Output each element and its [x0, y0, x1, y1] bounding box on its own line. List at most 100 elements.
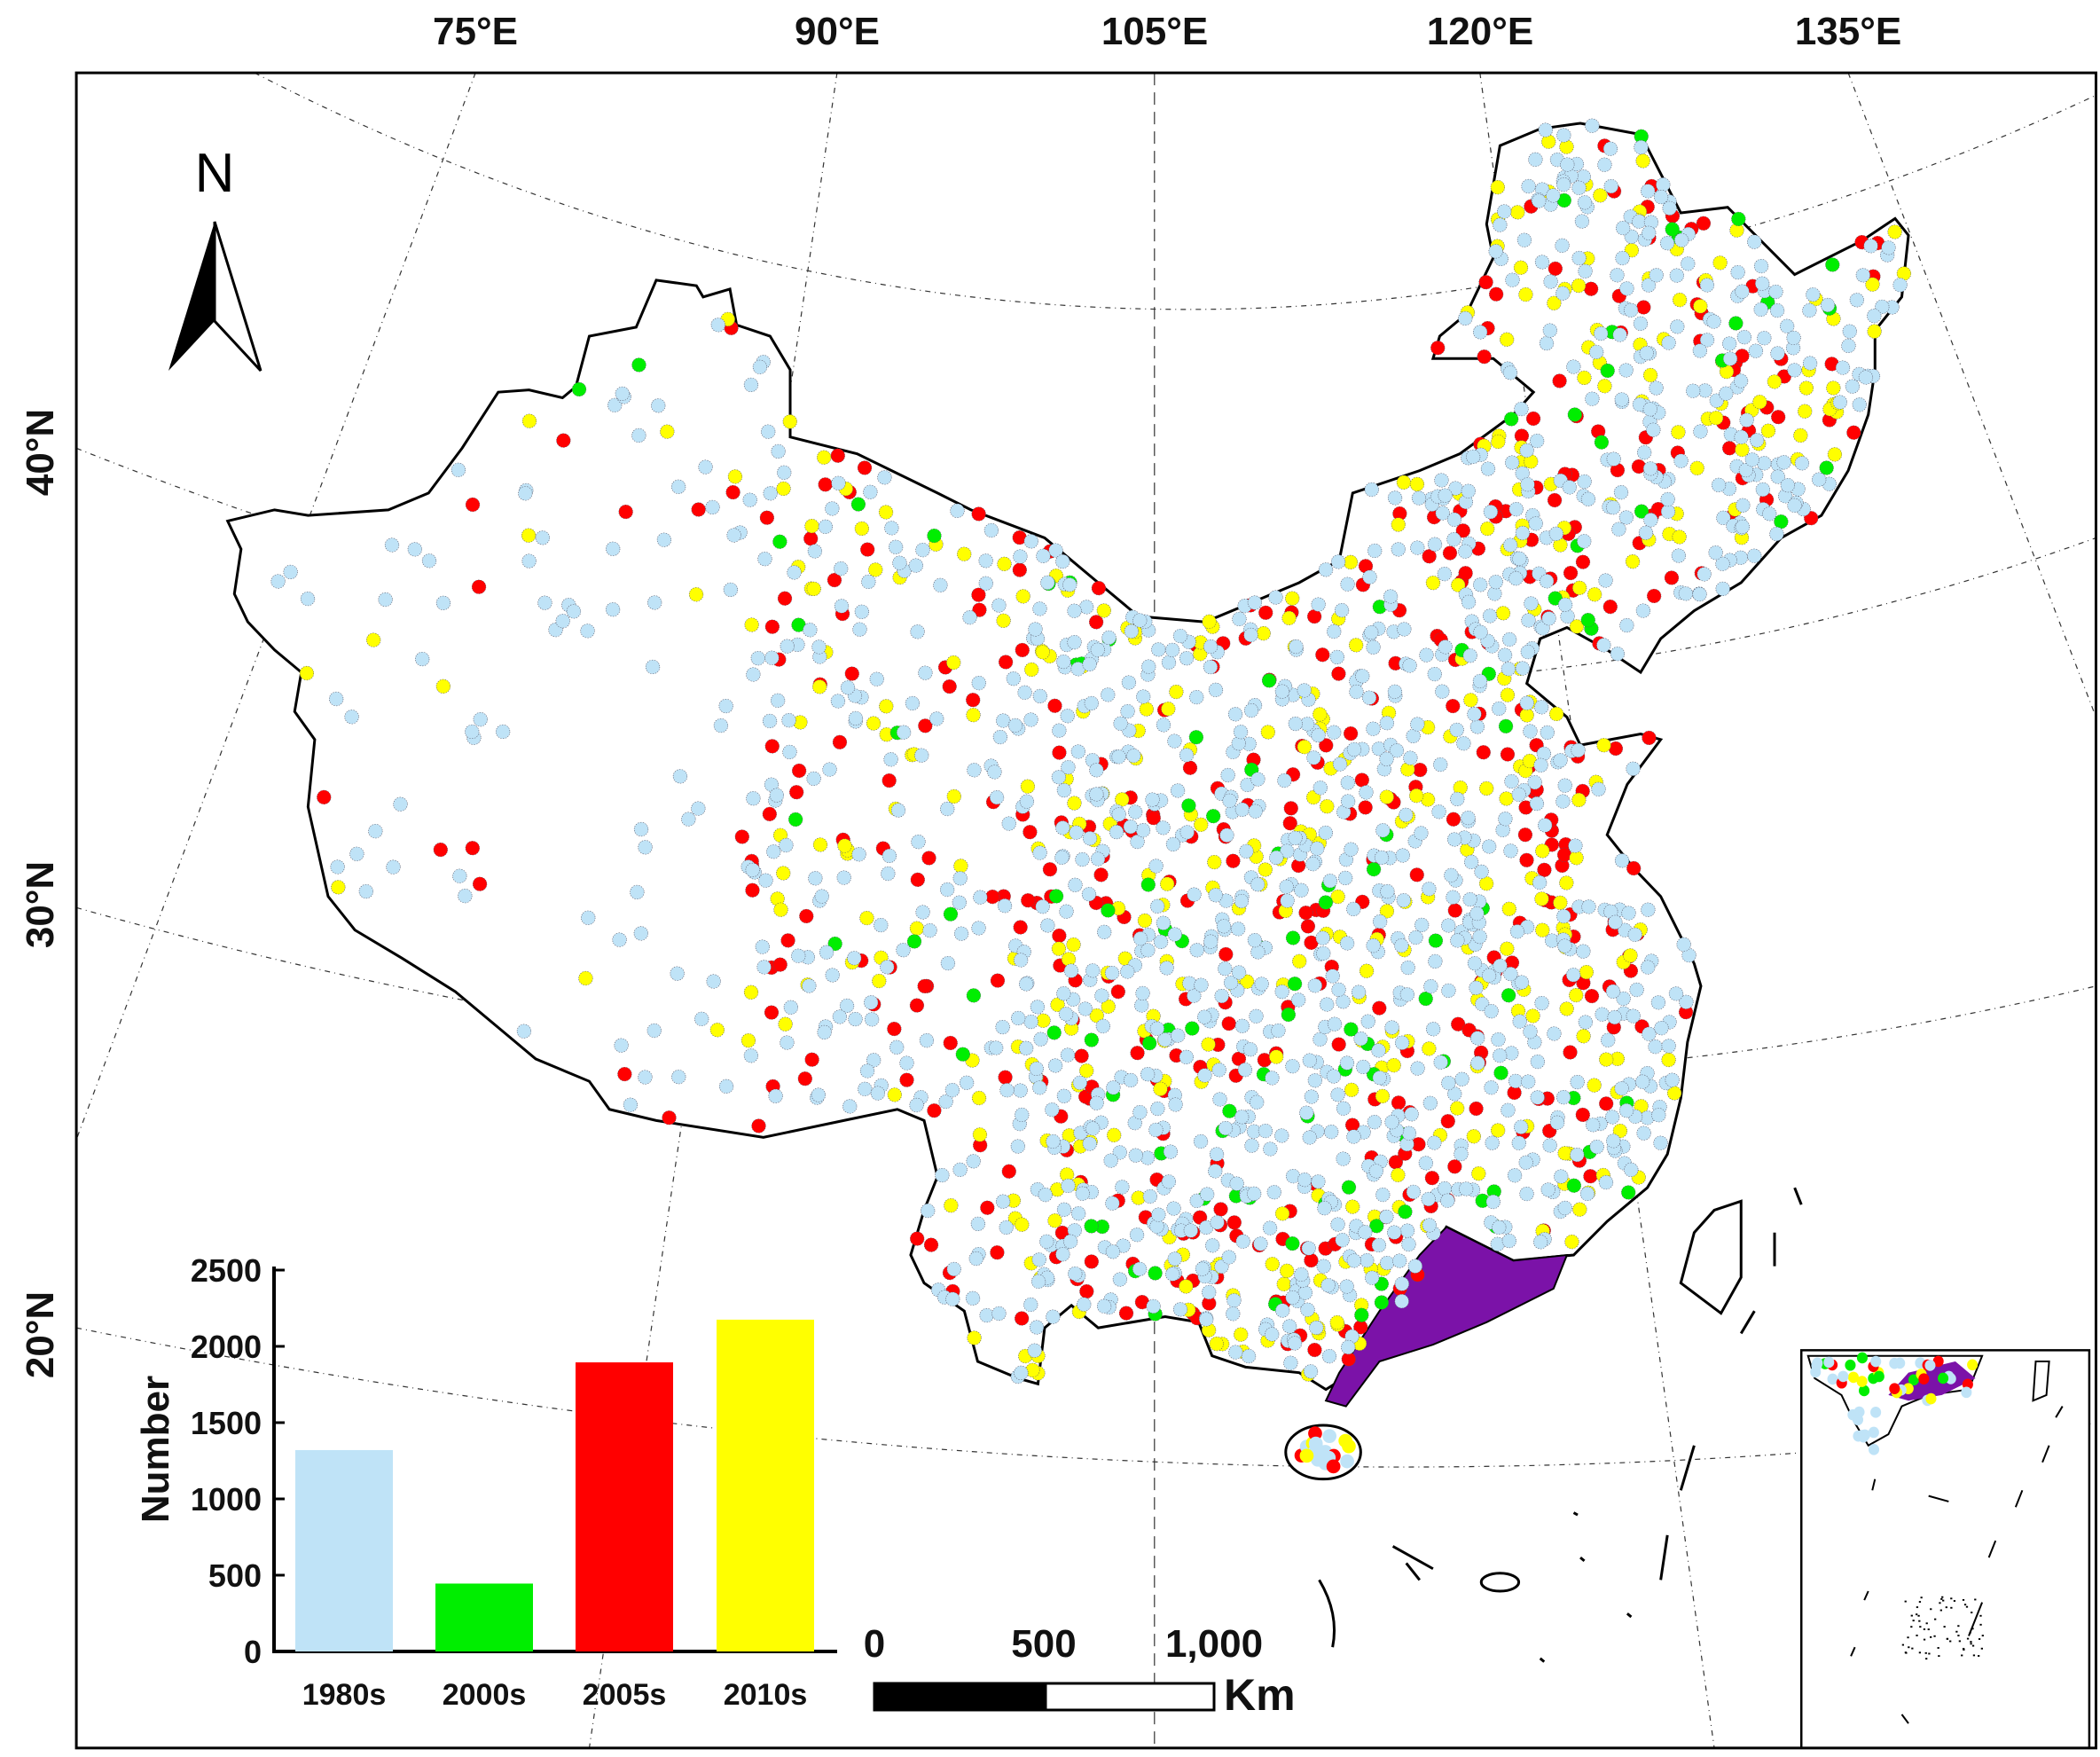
site-point — [614, 1038, 629, 1053]
site-point — [1467, 956, 1483, 971]
site-point — [1084, 1254, 1099, 1269]
site-point — [1372, 1000, 1387, 1016]
site-point — [638, 1070, 653, 1085]
site-point — [1583, 281, 1599, 296]
site-point — [1588, 344, 1604, 360]
site-point — [1112, 1145, 1127, 1160]
site-point — [1495, 606, 1511, 621]
site-point — [1209, 1337, 1224, 1352]
site-point — [1354, 1307, 1369, 1322]
site-point — [1032, 688, 1047, 703]
site-point — [1047, 1213, 1062, 1228]
site-point — [1274, 984, 1289, 1000]
site-point — [1574, 214, 1590, 229]
site-point — [965, 1290, 981, 1306]
site-point — [971, 506, 986, 522]
site-point — [270, 574, 286, 589]
site-point — [1747, 234, 1762, 249]
site-point — [1140, 943, 1156, 958]
site-point — [1360, 1014, 1375, 1029]
site-point — [879, 699, 894, 714]
site-point — [1548, 261, 1563, 276]
site-point — [1084, 695, 1099, 711]
site-point — [1706, 314, 1721, 329]
site-point — [465, 497, 481, 513]
site-point — [769, 788, 785, 803]
site-point — [1110, 900, 1126, 916]
site-point — [631, 427, 646, 443]
site-point — [1121, 675, 1137, 690]
site-point — [812, 837, 828, 852]
site-point — [1455, 523, 1470, 538]
site-point — [1287, 1336, 1303, 1351]
site-point — [933, 577, 948, 592]
site-point — [1427, 537, 1443, 552]
site-point — [848, 1011, 863, 1027]
site-point — [1413, 762, 1428, 778]
site-point — [752, 359, 768, 374]
site-point — [1315, 647, 1330, 663]
site-point — [1400, 961, 1415, 976]
site-point — [1480, 461, 1496, 476]
site-point — [1825, 257, 1840, 272]
site-point — [1602, 600, 1618, 615]
site-point — [1580, 613, 1595, 628]
site-point — [1501, 901, 1516, 916]
site-point — [817, 1024, 832, 1039]
site-point — [1491, 434, 1506, 450]
site-point — [1672, 529, 1687, 545]
site-point — [1504, 1046, 1519, 1061]
site-point — [970, 1216, 986, 1231]
site-point — [998, 655, 1014, 670]
site-point — [1642, 730, 1657, 746]
site-point — [1553, 895, 1568, 910]
site-point — [1367, 543, 1383, 559]
site-point — [1438, 639, 1453, 655]
site-point — [1359, 785, 1374, 800]
site-point — [1629, 982, 1644, 998]
site-point — [864, 1012, 880, 1027]
site-point — [1736, 498, 1751, 513]
site-point — [1129, 1228, 1145, 1243]
site-point — [1339, 1279, 1354, 1294]
site-point — [991, 1306, 1007, 1322]
site-point — [1165, 1267, 1180, 1282]
site-point — [1463, 693, 1478, 708]
site-point — [966, 693, 981, 708]
site-point — [1434, 473, 1449, 488]
site-point — [1488, 286, 1504, 302]
site-point — [1021, 893, 1036, 908]
site-point — [832, 1009, 848, 1024]
site-point — [1101, 903, 1116, 918]
site-point — [1571, 250, 1587, 266]
site-point — [1307, 1342, 1322, 1358]
site-point — [1036, 548, 1051, 563]
site-point — [1470, 1055, 1485, 1071]
site-point — [1093, 867, 1109, 882]
site-point — [1116, 1238, 1131, 1253]
site-point — [1235, 1234, 1250, 1249]
site-point — [1181, 798, 1196, 813]
site-point — [710, 318, 725, 333]
site-point — [1433, 1055, 1448, 1070]
bar-2005s — [576, 1362, 673, 1651]
site-point — [1135, 823, 1151, 838]
site-point — [1274, 1206, 1290, 1221]
site-point — [1056, 986, 1071, 1001]
site-point — [773, 902, 788, 917]
site-point — [1203, 934, 1218, 949]
site-point — [1515, 661, 1531, 676]
site-point — [1375, 1188, 1391, 1203]
site-point — [1209, 1147, 1225, 1162]
site-point — [940, 801, 955, 817]
site-point — [1051, 770, 1067, 785]
site-point — [1194, 817, 1209, 832]
site-point — [1060, 1047, 1076, 1063]
site-point — [777, 591, 793, 606]
site-point — [945, 1291, 960, 1306]
site-point — [1462, 648, 1477, 663]
site-point — [366, 632, 381, 647]
site-point — [1401, 1126, 1417, 1141]
site-point — [791, 948, 806, 963]
site-point — [1427, 667, 1442, 682]
